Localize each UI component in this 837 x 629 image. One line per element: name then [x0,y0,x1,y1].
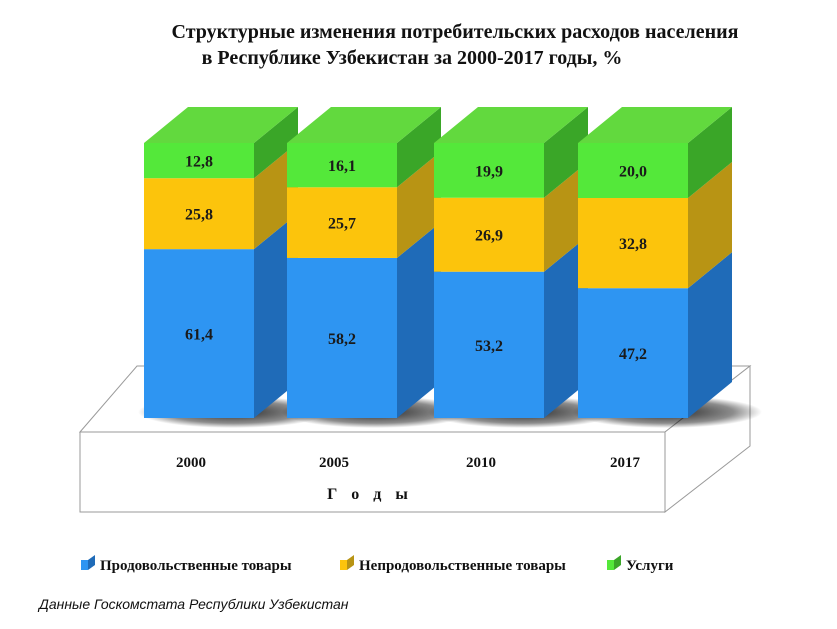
legend-label-2: Непродовольственные товары [359,558,566,574]
bar-side-2010-2 [544,161,588,272]
bar-top-2017 [578,107,732,143]
value-label-2005-2: 25,7 [328,216,356,233]
bar-side-2000-3 [254,107,298,179]
legend-item-2: Непродовольственные товары [340,555,566,574]
bar-segment-2005-1 [287,257,397,418]
legend-item-1: Продовольственные товары [81,555,292,574]
value-label-2010-3: 19,9 [475,163,503,180]
bars-layer [138,107,762,428]
bar-segment-2017-3 [578,143,688,198]
x-axis-title: Г о д ы [327,486,413,503]
value-label-2000-1: 61,4 [185,327,213,344]
bar-top-2010 [434,107,588,143]
bar-segment-2000-3 [144,143,254,179]
legend: Продовольственные товары Непродовольствен… [81,555,674,574]
legend-item-3: Услуги [607,555,674,574]
x-tick-label-2000: 2000 [176,455,206,471]
chart-title-line-1: Структурные изменения потребительских ра… [172,21,739,43]
value-label-2005-3: 16,1 [328,158,356,175]
bar-side-2017-3 [688,107,732,198]
value-label-2017-1: 47,2 [619,346,647,363]
legend-label-3: Услуги [626,558,674,574]
value-label-2017-3: 20,0 [619,164,647,181]
legend-label-1: Продовольственные товары [100,558,292,574]
bar-segment-2017-2 [578,198,688,289]
bar-segment-2000-1 [144,249,254,418]
bar-segment-2005-3 [287,143,397,188]
x-axis-ticks: 2000 2005 2010 2017 [176,455,641,471]
bar-side-2005-3 [397,107,441,188]
bar-side-2017-1 [688,252,732,418]
bar-top-2005 [287,107,441,143]
legend-swatch-1 [81,560,88,570]
legend-swatch-side-3 [614,555,621,570]
bar-side-2010-1 [544,235,588,418]
value-label-2000-3: 12,8 [185,154,213,171]
bar-segment-2005-2 [287,187,397,258]
bar-segment-2017-1 [578,288,688,418]
bar-side-2005-1 [397,221,441,418]
bar-segment-2010-1 [434,271,544,418]
source-note: Данные Госкомстата Республики Узбекистан [39,596,349,612]
chart-title-line-2: в Республике Узбекистан за 2000-2017 год… [202,47,623,69]
bar-segment-2000-2 [144,178,254,250]
x-tick-label-2005: 2005 [319,455,349,471]
legend-swatch-3 [607,560,614,570]
legend-swatch-2 [340,560,347,570]
bar-group-2005 [281,107,471,428]
x-tick-label-2010: 2010 [466,455,496,471]
bar-group-2010 [428,107,618,428]
bar-segment-2010-3 [434,143,544,198]
bar-top-2000 [144,107,298,143]
bar-segment-2010-2 [434,197,544,272]
bar-side-2017-2 [688,162,732,289]
x-tick-label-2017: 2017 [610,455,641,471]
value-label-2010-2: 26,9 [475,228,503,245]
legend-swatch-side-2 [347,555,354,570]
value-labels: 61,4 25,8 12,8 58,2 25,7 16,1 53,2 26,9 19,9 47,2… [185,154,647,364]
value-label-2010-1: 53,2 [475,338,503,355]
bar-side-2010-3 [544,107,588,198]
bar-side-2005-2 [397,151,441,258]
bar-group-2017 [572,107,762,428]
value-label-2005-1: 58,2 [328,331,356,348]
legend-swatch-side-1 [88,555,95,570]
value-label-2000-2: 25,8 [185,207,213,224]
value-label-2017-2: 32,8 [619,236,647,253]
